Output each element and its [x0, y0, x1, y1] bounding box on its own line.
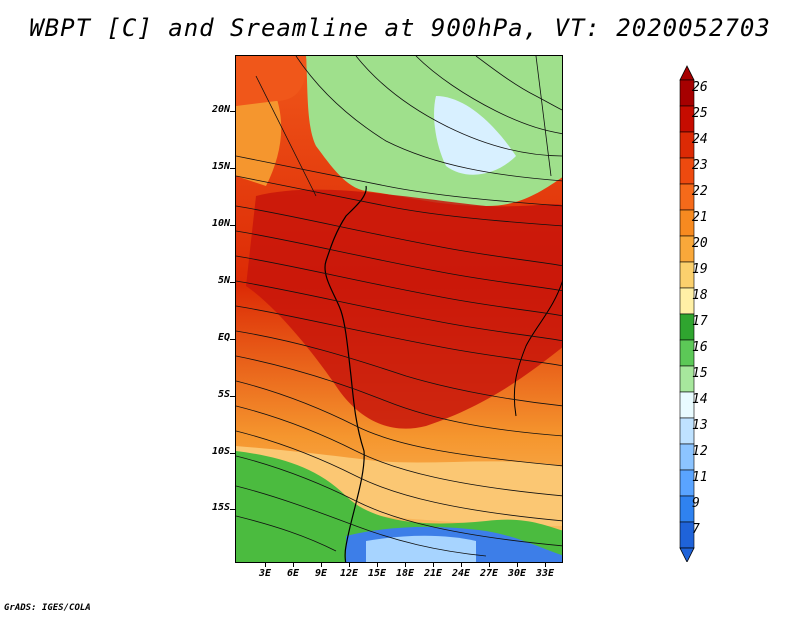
lon-tick [349, 563, 350, 567]
lat-tick [230, 339, 235, 340]
lon-tick [461, 563, 462, 567]
lon-label-9e: 9E [314, 568, 328, 579]
lat-tick [230, 509, 235, 510]
map-title: WBPT [C] and Sreamline at 900hPa, VT: 20… [29, 14, 771, 42]
lon-label-24e: 24E [451, 568, 471, 579]
colorbar-label-23: 23 [692, 158, 708, 173]
colorbar-label-16: 16 [692, 340, 708, 355]
colorbar-label-17: 17 [692, 314, 708, 329]
colorbar [679, 65, 695, 562]
lon-label-27e: 27E [479, 568, 499, 579]
colorbar-label-21: 21 [692, 210, 708, 225]
streamlines [236, 56, 562, 557]
lat-label-15s: 15S [211, 502, 230, 513]
lon-label-33e: 33E [535, 568, 555, 579]
lon-tick [265, 563, 266, 567]
lat-tick [230, 225, 235, 226]
lat-label-15n: 15N [211, 161, 230, 172]
lat-label-5s: 5S [217, 389, 230, 400]
lon-tick [377, 563, 378, 567]
colorbar-label-24: 24 [692, 132, 708, 147]
wbpt-streamline-map [236, 56, 562, 562]
lon-tick [293, 563, 294, 567]
lon-label-21e: 21E [423, 568, 443, 579]
northwest-red [236, 56, 307, 106]
colorbar-top-arrow [679, 65, 695, 81]
lat-label-eq: EQ [217, 332, 230, 343]
colorbar-label-7: 7 [692, 522, 700, 537]
lat-tick [230, 168, 235, 169]
grads-credit: GrADS: IGES/COLA [4, 603, 91, 613]
lon-label-30e: 30E [507, 568, 527, 579]
northwest-orange [236, 96, 282, 186]
lat-tick [230, 396, 235, 397]
map-panel [235, 55, 563, 563]
colorbar-label-14: 14 [692, 392, 708, 407]
colorbar-bottom-arrow [679, 547, 695, 562]
lon-tick [405, 563, 406, 567]
colorbar-segments [679, 65, 695, 562]
colorbar-label-15: 15 [692, 366, 708, 381]
colorbar-label-26: 26 [692, 80, 708, 95]
colorbar-label-12: 12 [692, 444, 708, 459]
central-warm-core [246, 189, 562, 429]
lat-tick [230, 111, 235, 112]
colorbar-label-13: 13 [692, 418, 708, 433]
lon-label-12e: 12E [339, 568, 359, 579]
colorbar-label-25: 25 [692, 106, 708, 121]
lon-tick [545, 563, 546, 567]
colorbar-label-20: 20 [692, 236, 708, 251]
lon-label-18e: 18E [395, 568, 415, 579]
lat-label-10s: 10S [211, 446, 230, 457]
colorbar-label-11: 11 [692, 470, 708, 485]
colorbar-label-19: 19 [692, 262, 708, 277]
lon-tick [433, 563, 434, 567]
lon-label-3e: 3E [258, 568, 272, 579]
lon-tick [517, 563, 518, 567]
colorbar-label-22: 22 [692, 184, 708, 199]
coastline [324, 185, 367, 562]
south-light-blue-zone [366, 535, 476, 562]
lat-tick [230, 453, 235, 454]
lon-tick [489, 563, 490, 567]
lat-tick [230, 282, 235, 283]
lon-label-6e: 6E [286, 568, 300, 579]
north-pale-zone [434, 96, 516, 175]
colorbar-label-18: 18 [692, 288, 708, 303]
lat-label-5n: 5N [217, 275, 230, 286]
colorbar-label-9: 9 [692, 496, 700, 511]
lat-label-10n: 10N [211, 218, 230, 229]
lat-label-20n: 20N [211, 104, 230, 115]
lon-tick [321, 563, 322, 567]
eastern-border [513, 280, 562, 417]
lon-label-15e: 15E [367, 568, 387, 579]
